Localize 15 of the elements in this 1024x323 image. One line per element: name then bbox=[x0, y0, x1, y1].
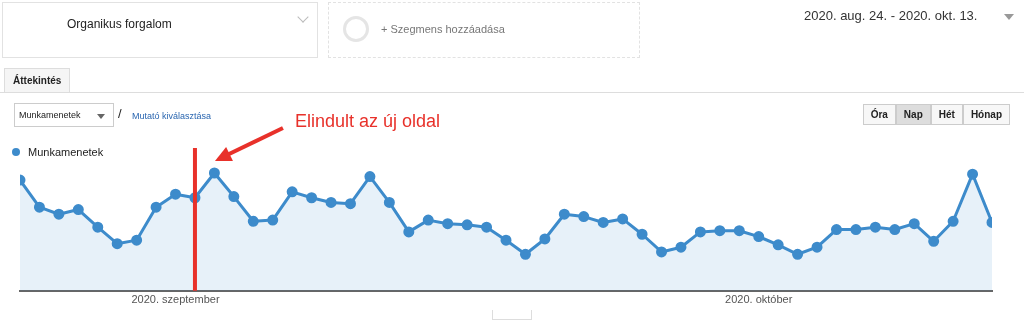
text: Óra bbox=[862, 104, 896, 125]
text: 2020. aug. 24. - 2020. okt. 13. bbox=[804, 8, 978, 23]
text: Áttekintés bbox=[4, 68, 71, 92]
text: Organikus forgalom bbox=[67, 17, 172, 31]
x-tick-label: 2020. október bbox=[725, 293, 793, 306]
text: Hónap bbox=[962, 104, 1010, 125]
legend-label: Munkamenetek bbox=[27, 146, 104, 158]
ref-line-label: Elindult az új oldal bbox=[294, 110, 441, 131]
text: + Szegmens hozzáadása bbox=[381, 23, 505, 35]
text: Hét bbox=[930, 104, 963, 125]
text: Mutató kiválasztása bbox=[132, 111, 212, 121]
text: Munkamenetek bbox=[14, 103, 114, 127]
x-tick-label: 2020. szeptember bbox=[131, 293, 220, 306]
text: / bbox=[118, 106, 122, 121]
text: Nap bbox=[895, 104, 931, 125]
